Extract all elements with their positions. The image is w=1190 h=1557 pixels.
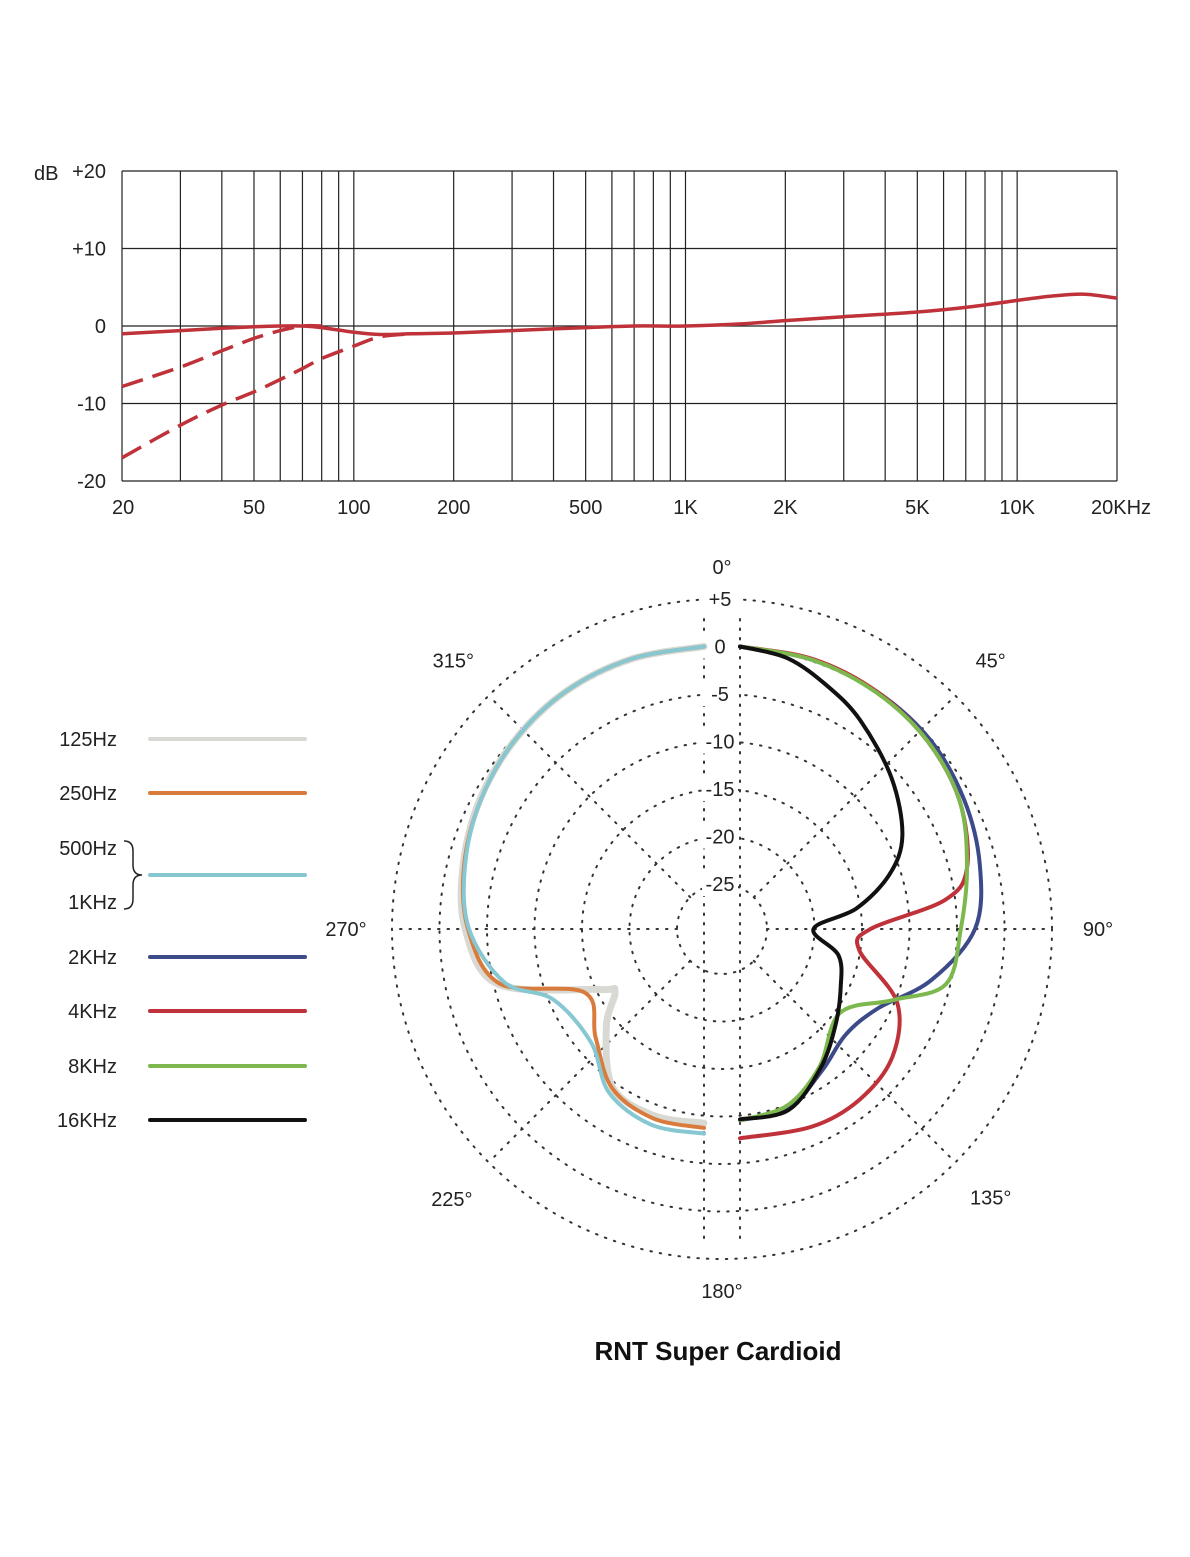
chart-title: RNT Super Cardioid [594,1336,841,1366]
x-tick-label: 20 [112,497,134,519]
response-line-dashed [121,323,322,389]
polar-spoke [752,694,957,899]
angle-label: 225° [431,1189,472,1211]
frequency-y-ticks: +20 +10 0 -10 -20 [72,161,106,493]
polar-series-line [738,644,970,1141]
radial-tick-mask [702,824,738,849]
legend-label: 1KHz [68,892,117,914]
x-tick-label: 2K [773,497,798,519]
angle-label: 45° [976,650,1006,672]
y-tick-label: 0 [95,316,106,338]
x-tick-label: 200 [437,497,470,519]
radial-tick-label: -25 [706,874,735,896]
polar-spoke [487,694,692,899]
radial-tick-label: +5 [709,589,732,611]
radial-tick-mask [702,587,738,611]
legend-brace [123,840,143,910]
y-tick-label: +10 [72,239,106,261]
radial-tick-label: -10 [706,732,735,754]
polar-series-group [457,643,984,1141]
polar-spoke [752,959,957,1164]
x-tick-label: 50 [243,497,265,519]
radial-tick-label: -5 [711,684,729,706]
radial-tick-label: 0 [714,637,725,659]
frequency-x-ticks: 20 50 100 200 500 1K 2K 5K 10K 20KHz [112,497,1151,519]
angle-label: 180° [701,1281,742,1303]
x-tick-label: 10K [999,497,1035,519]
x-tick-label: 5K [905,497,930,519]
x-tick-label: 20KHz [1091,497,1151,519]
radial-tick-mask [702,729,738,754]
legend-label: 16KHz [57,1110,117,1132]
frequency-response-chart: +20 +10 0 -10 -20 20 50 100 200 500 1K 2K 5K 10K 20KH… [34,161,1151,519]
legend-label: 125Hz [59,729,117,751]
legend-label: 500Hz [59,838,117,860]
angle-label: 0° [712,557,731,579]
polar-series-line [738,644,970,1123]
radial-tick-label: -15 [706,779,735,801]
response-line-solid [121,292,1118,337]
radial-tick-mask [702,872,738,896]
legend-label: 4KHz [68,1001,117,1023]
polar-series-line [738,644,905,1122]
polar-spoke [487,959,692,1164]
legend-label: 8KHz [68,1056,117,1078]
angle-label: 90° [1083,919,1113,941]
polar-angle-labels: 0° 45° 90° 135° 180° 225° 270° 315° [325,557,1113,1303]
polar-series-line [460,644,706,1130]
response-line-dashed [121,332,413,460]
angle-label: 270° [325,919,366,941]
angle-label: 315° [433,650,474,672]
polar-legend: 125Hz 250Hz 500Hz 1KHz 2KHz 4KHz 8KHz 16KHz [57,729,307,1132]
frequency-series-group [121,292,1118,460]
y-tick-label: -10 [77,394,106,416]
x-tick-label: 100 [337,497,370,519]
y-tick-label: -20 [77,471,106,493]
polar-radial-ticks: +5 0 -5 -10 -15 -20 -25 [702,587,738,896]
radial-tick-label: -20 [706,827,735,849]
legend-label: 2KHz [68,947,117,969]
polar-series-line [457,643,708,1127]
radial-tick-mask [702,634,738,659]
polar-ring [391,598,1053,1260]
y-axis-label: dB [34,163,58,185]
x-tick-label: 1K [673,497,698,519]
legend-label: 250Hz [59,783,117,805]
radial-tick-mask [702,777,738,801]
radial-tick-mask [702,682,738,706]
angle-label: 135° [970,1188,1011,1210]
y-tick-label: +20 [72,161,106,183]
x-tick-label: 500 [569,497,602,519]
polar-pattern-chart: +5 0 -5 -10 -15 -20 -25 0° 45° 90° 135° 180° 225° 27… [57,557,1113,1366]
polar-series-line [461,644,706,1136]
